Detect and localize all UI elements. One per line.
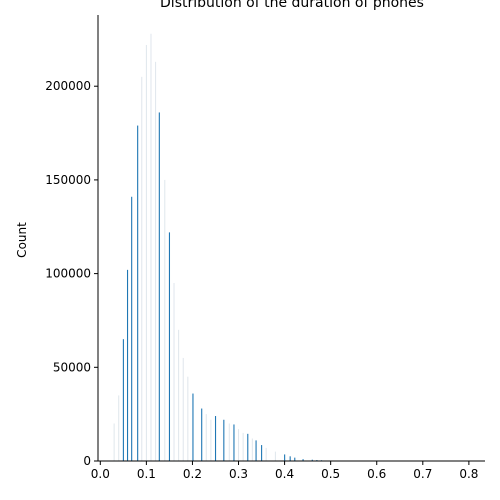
x-tick-label: 0.3 — [229, 467, 248, 481]
faint-bar — [155, 61, 157, 461]
faint-bar — [173, 282, 175, 461]
faint-bar — [141, 76, 143, 461]
faint-bar — [178, 329, 180, 461]
histogram-bar — [294, 457, 296, 461]
faint-bars-group — [113, 33, 276, 462]
faint-bar — [242, 432, 244, 461]
y-axis-label: Count — [15, 222, 29, 258]
faint-bar — [113, 423, 115, 461]
histogram-bar — [289, 456, 291, 461]
histogram-bar — [223, 419, 225, 461]
faint-bar — [118, 395, 120, 461]
histogram-bar — [158, 112, 160, 461]
faint-bar — [274, 451, 276, 461]
histogram-bar — [168, 232, 171, 461]
histogram-bar — [122, 339, 124, 461]
x-tick-label: 0.8 — [459, 467, 478, 481]
faint-bar — [164, 179, 166, 461]
chart-title: Distribution of the duration of phones — [160, 0, 424, 11]
histogram-bar — [137, 125, 139, 461]
faint-bar — [210, 419, 212, 461]
y-tick-label: 100000 — [45, 267, 91, 281]
histogram-bar — [126, 269, 129, 461]
bars-group — [122, 112, 323, 461]
faint-bar — [251, 438, 253, 461]
histogram-bar — [233, 424, 235, 461]
faint-bar — [265, 447, 267, 461]
faint-bar — [150, 33, 152, 462]
y-ticks-group: 0 50000 100000 150000 200000 — [45, 79, 98, 468]
histogram-bar — [284, 454, 286, 461]
faint-bar — [238, 429, 240, 461]
histogram-bar — [311, 459, 313, 461]
x-ticks-group: 0.0 0.1 0.2 0.3 0.4 0.5 0.6 0.7 0.8 — [91, 461, 478, 481]
faint-bar — [145, 44, 147, 461]
x-tick-label: 0.5 — [321, 467, 340, 481]
x-tick-label: 0.4 — [275, 467, 294, 481]
x-tick-label: 0.1 — [137, 467, 156, 481]
histogram-bar — [192, 393, 194, 461]
x-tick-label: 0.2 — [183, 467, 202, 481]
histogram-bar — [214, 416, 217, 461]
histogram-bar — [131, 196, 133, 461]
y-tick-label: 150000 — [45, 173, 91, 187]
faint-bar — [205, 414, 207, 461]
histogram-bar — [302, 459, 304, 461]
y-tick-label: 0 — [83, 454, 91, 468]
faint-bar — [228, 423, 230, 461]
histogram-bar — [255, 440, 257, 461]
histogram-bar — [201, 408, 203, 461]
histogram-bar — [261, 445, 263, 461]
x-tick-label: 0.6 — [367, 467, 386, 481]
faint-bar — [187, 376, 189, 461]
y-tick-label: 50000 — [53, 360, 91, 374]
x-tick-label: 0.7 — [413, 467, 432, 481]
faint-bar — [182, 357, 184, 461]
x-tick-label: 0.0 — [91, 467, 110, 481]
y-tick-label: 200000 — [45, 79, 91, 93]
histogram-bar — [247, 433, 249, 461]
